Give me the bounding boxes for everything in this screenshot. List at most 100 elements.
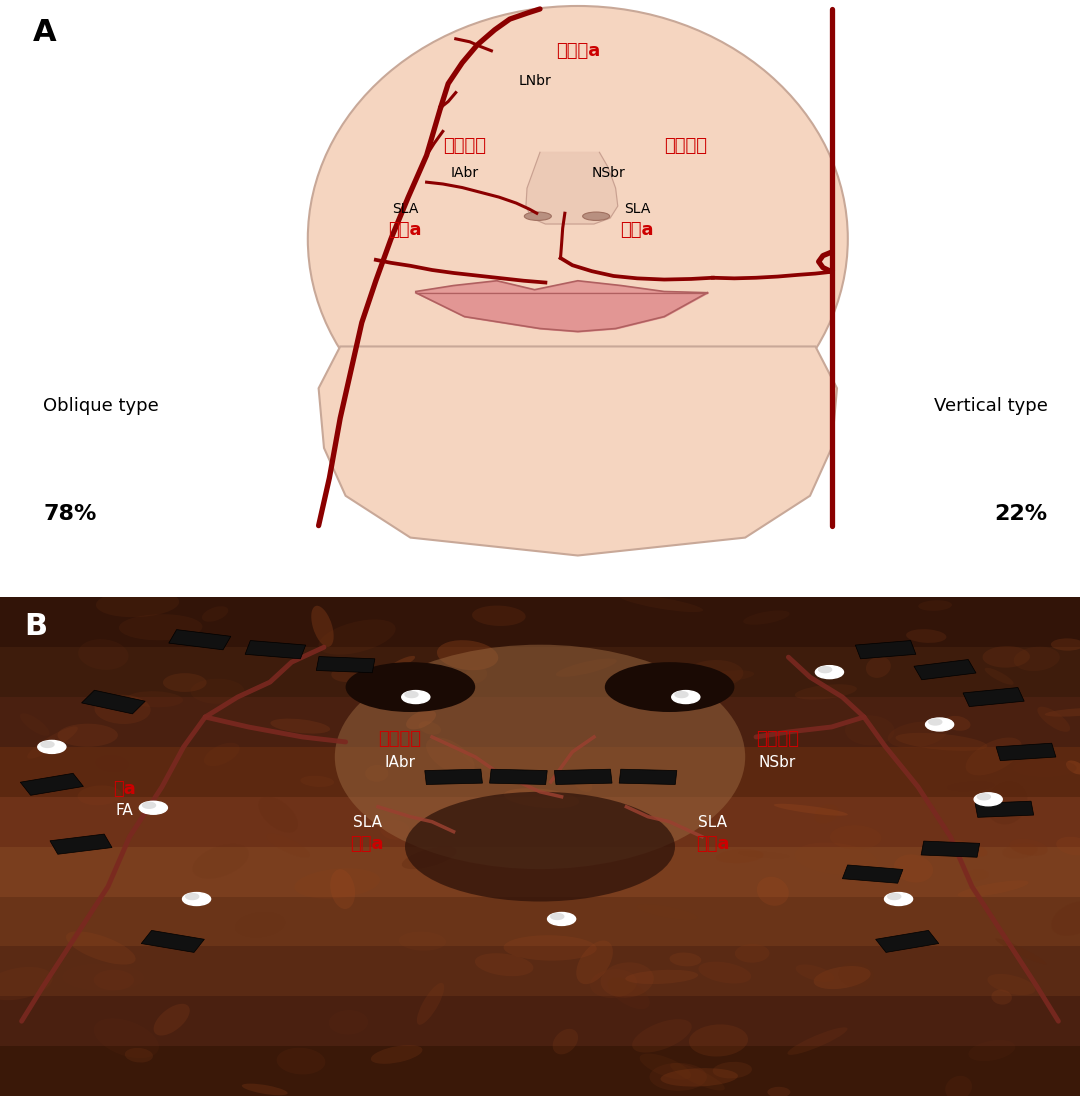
Ellipse shape [845, 716, 894, 745]
Ellipse shape [590, 969, 637, 998]
Ellipse shape [346, 662, 475, 712]
Ellipse shape [906, 629, 946, 643]
Text: 面a: 面a [112, 780, 136, 798]
Ellipse shape [27, 727, 78, 758]
Ellipse shape [757, 877, 788, 905]
Ellipse shape [888, 721, 947, 747]
Text: 鼻翼下支: 鼻翼下支 [443, 137, 486, 156]
Circle shape [405, 692, 418, 697]
Circle shape [885, 892, 913, 905]
Ellipse shape [795, 843, 877, 875]
Ellipse shape [787, 1027, 848, 1054]
Polygon shape [975, 801, 1034, 818]
Ellipse shape [163, 673, 206, 692]
Circle shape [183, 892, 211, 905]
Ellipse shape [308, 5, 848, 472]
Ellipse shape [553, 1029, 578, 1054]
Ellipse shape [319, 619, 395, 654]
Polygon shape [842, 865, 903, 883]
Bar [0, 592, 1080, 647]
Polygon shape [921, 841, 980, 857]
Bar [0, 742, 1080, 797]
Ellipse shape [94, 1018, 159, 1059]
Polygon shape [526, 152, 618, 224]
Text: SLA: SLA [699, 815, 727, 831]
Text: 鼻中隔支: 鼻中隔支 [664, 137, 707, 156]
Ellipse shape [417, 983, 444, 1025]
Circle shape [888, 893, 901, 900]
Polygon shape [82, 690, 145, 713]
Circle shape [139, 801, 167, 814]
Text: 上唇a: 上唇a [388, 221, 422, 239]
Polygon shape [245, 640, 306, 659]
Ellipse shape [637, 904, 698, 920]
Ellipse shape [57, 723, 118, 746]
Ellipse shape [556, 659, 617, 677]
Polygon shape [963, 687, 1024, 707]
Circle shape [926, 718, 954, 731]
Ellipse shape [605, 662, 734, 712]
Ellipse shape [734, 944, 769, 962]
Bar [0, 891, 1080, 946]
Ellipse shape [267, 834, 310, 858]
Text: IAbr: IAbr [450, 167, 478, 180]
Ellipse shape [422, 760, 460, 778]
Ellipse shape [743, 610, 789, 625]
Bar [0, 1041, 1080, 1096]
Ellipse shape [125, 1048, 153, 1062]
Ellipse shape [670, 952, 701, 967]
Ellipse shape [796, 964, 834, 982]
Ellipse shape [958, 880, 1028, 898]
Ellipse shape [380, 820, 409, 840]
Ellipse shape [96, 755, 129, 772]
Ellipse shape [583, 212, 610, 220]
Ellipse shape [713, 1062, 752, 1078]
Text: 鼻外侧a: 鼻外侧a [556, 42, 599, 60]
Circle shape [548, 913, 576, 925]
Ellipse shape [190, 678, 244, 704]
Circle shape [675, 692, 688, 697]
Text: B: B [24, 613, 46, 641]
Polygon shape [141, 931, 204, 952]
Ellipse shape [300, 776, 334, 787]
Bar [0, 791, 1080, 846]
Ellipse shape [661, 1069, 738, 1086]
Ellipse shape [365, 765, 389, 781]
Ellipse shape [119, 614, 202, 640]
Text: SLA: SLA [392, 202, 418, 216]
Ellipse shape [1044, 708, 1080, 717]
Ellipse shape [1013, 760, 1077, 777]
Ellipse shape [78, 786, 122, 806]
Text: 上唇a: 上唇a [620, 221, 654, 239]
Ellipse shape [21, 713, 50, 735]
Ellipse shape [437, 640, 498, 670]
Polygon shape [50, 834, 112, 854]
Circle shape [672, 690, 700, 704]
Ellipse shape [332, 666, 363, 682]
Ellipse shape [328, 1011, 368, 1035]
Polygon shape [914, 660, 976, 680]
Bar [0, 842, 1080, 897]
Circle shape [974, 792, 1002, 806]
Text: 鼻翼下支: 鼻翼下支 [378, 730, 421, 749]
Ellipse shape [202, 606, 228, 621]
Ellipse shape [945, 1076, 972, 1096]
Ellipse shape [608, 978, 650, 1009]
Ellipse shape [966, 738, 1022, 775]
Ellipse shape [503, 935, 597, 960]
Circle shape [551, 913, 564, 920]
Ellipse shape [330, 869, 355, 909]
Ellipse shape [689, 1025, 748, 1057]
Ellipse shape [276, 1048, 325, 1074]
Bar [0, 642, 1080, 697]
Ellipse shape [1002, 843, 1038, 859]
Ellipse shape [370, 1046, 422, 1064]
Text: IAbr: IAbr [384, 755, 415, 770]
Ellipse shape [463, 754, 501, 776]
Ellipse shape [0, 967, 53, 1001]
Text: Oblique type: Oblique type [43, 397, 159, 415]
Circle shape [402, 690, 430, 704]
Ellipse shape [192, 844, 248, 879]
Ellipse shape [738, 852, 789, 858]
Text: 上唇a: 上唇a [350, 835, 384, 853]
